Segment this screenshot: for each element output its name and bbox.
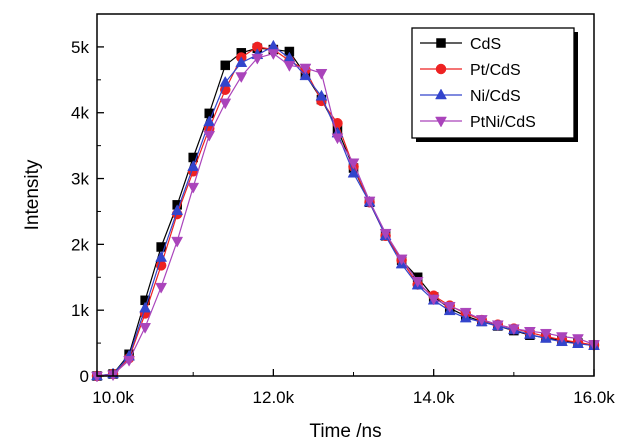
data-point [123, 355, 135, 367]
y-tick-label: 0 [80, 367, 89, 386]
y-tick-label: 4k [71, 104, 89, 123]
data-point [299, 63, 312, 75]
data-point [139, 301, 152, 313]
legend-label: PtNi/CdS [470, 114, 536, 131]
data-point [507, 324, 520, 336]
data-point [203, 130, 216, 142]
data-point [219, 75, 232, 87]
data-point [523, 326, 536, 338]
data-point [475, 315, 488, 326]
data-point [139, 323, 152, 334]
x-axis-title: Time /ns [309, 421, 381, 442]
y-tick-label: 2k [71, 235, 89, 254]
data-point [220, 60, 231, 71]
y-tick-label: 5k [71, 38, 89, 57]
data-point [363, 196, 376, 208]
y-tick-label: 1k [71, 301, 89, 320]
data-point [395, 254, 408, 266]
data-point [539, 328, 552, 340]
legend-item: CdS [420, 36, 501, 53]
data-point [235, 72, 248, 84]
data-point [347, 158, 360, 170]
legend-item: Ni/CdS [420, 88, 521, 105]
legend-item: PtNi/CdS [420, 114, 536, 131]
legend-label: CdS [470, 36, 501, 53]
legend-item: Pt/CdS [420, 62, 521, 79]
data-point [251, 53, 264, 65]
data-point [283, 61, 296, 72]
plot-frame [96, 13, 595, 377]
data-point [235, 56, 248, 67]
y-axis-title: Intensity [22, 159, 43, 230]
data-point [155, 282, 168, 294]
legend-marker [435, 116, 447, 128]
x-tick-label: 12.0k [253, 388, 295, 407]
legend-label: Pt/CdS [470, 62, 521, 79]
data-point [315, 68, 328, 80]
data-point [443, 301, 456, 313]
legend: CdS Pt/CdS Ni/CdS PtNi/CdS [411, 27, 578, 142]
data-point [267, 49, 280, 61]
data-point [411, 276, 424, 288]
legend-marker [436, 38, 446, 48]
legend-marker [435, 63, 447, 75]
data-point [347, 166, 360, 178]
x-tick-label: 16.0k [573, 388, 615, 407]
data-point [219, 98, 232, 110]
data-point [572, 334, 584, 346]
data-point [331, 133, 344, 145]
data-point [379, 228, 392, 240]
x-tick-label: 14.0k [413, 388, 455, 407]
data-point [427, 294, 440, 306]
data-point [187, 160, 200, 171]
axes-layer: 10.0k 12.0k 14.0k 16.0k 0 1k 2k 3k 4k 5k [71, 38, 615, 407]
data-point [556, 332, 568, 344]
data-point [203, 115, 216, 127]
data-point [171, 236, 184, 248]
data-point [459, 307, 472, 319]
data-point [491, 320, 504, 332]
x-tick-label: 10.0k [92, 388, 134, 407]
legend-marker [435, 88, 447, 100]
data-point [299, 69, 312, 81]
data-point [171, 204, 184, 216]
data-point [315, 89, 328, 101]
y-tick-label: 3k [71, 170, 89, 189]
data-point [187, 182, 200, 194]
legend-label: Ni/CdS [470, 88, 521, 105]
data-point [155, 251, 168, 262]
